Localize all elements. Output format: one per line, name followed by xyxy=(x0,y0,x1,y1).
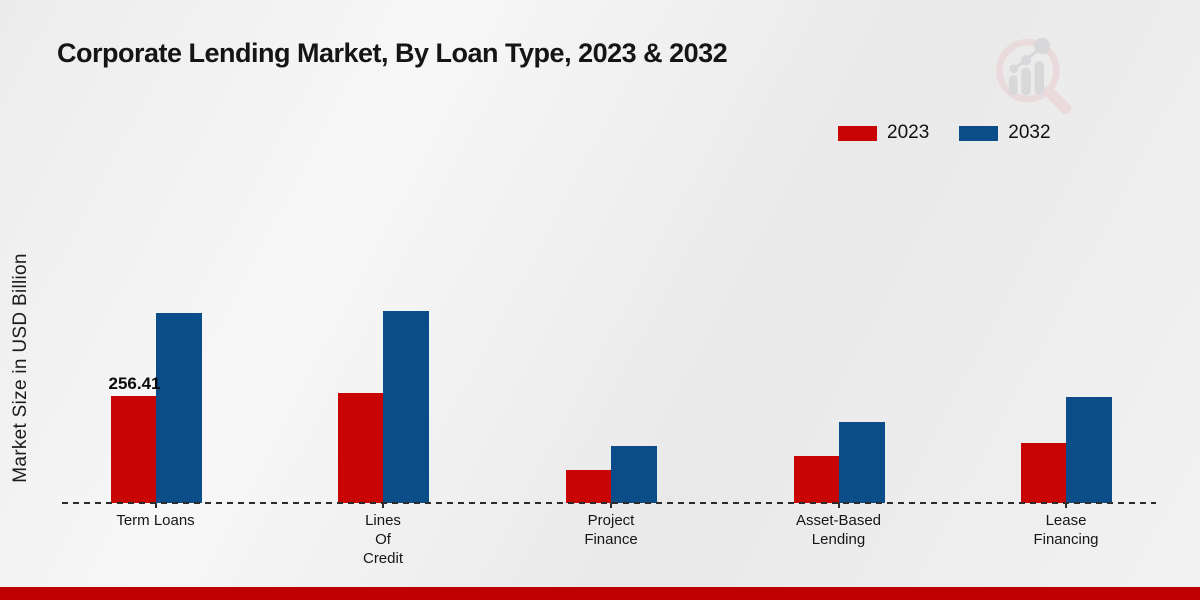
bar-value-label: 256.41 xyxy=(108,374,161,393)
legend-item-2023: 2023 xyxy=(838,122,929,144)
x-axis-tick xyxy=(154,503,157,508)
legend-item-2032: 2032 xyxy=(959,122,1051,144)
bar-2023-project-finance xyxy=(566,470,611,503)
legend-swatch-2023 xyxy=(838,125,877,141)
x-axis-category-label: Lease Financing xyxy=(1033,512,1099,548)
bar-2023-asset-based-lending xyxy=(793,456,839,503)
bar-2032-lease-financing xyxy=(1066,397,1112,503)
footer-bar xyxy=(0,587,1200,600)
bar-2023-term-loans xyxy=(110,396,156,503)
legend-label-2032: 2032 xyxy=(1008,122,1051,143)
x-axis-category-label: Project Finance xyxy=(584,512,638,548)
x-axis-tick xyxy=(382,503,384,508)
market-research-watermark-icon xyxy=(988,27,1083,117)
bar-2032-term-loans xyxy=(155,313,202,503)
legend-swatch-2032 xyxy=(959,125,999,141)
plot-area: 256.41 Term Loans Lines Of Credit Project Fina… xyxy=(62,0,1156,567)
y-axis-label: Market Size in USD Billion xyxy=(10,253,31,483)
bar-2023-lines-of-credit xyxy=(338,393,383,503)
bar-2032-project-finance xyxy=(611,446,657,503)
x-axis-tick xyxy=(610,503,612,508)
chart-title: Corporate Lending Market, By Loan Type, … xyxy=(57,38,728,68)
x-axis-category-label: Lines Of Credit xyxy=(362,512,403,567)
bar-2032-asset-based-lending xyxy=(838,422,885,503)
x-axis-category-label: Term Loans xyxy=(116,512,195,529)
legend: 2023 2032 xyxy=(838,122,1051,144)
x-axis-category-label: Asset-Based Lending xyxy=(795,512,882,548)
legend-label-2023: 2023 xyxy=(887,122,930,143)
bar-2032-lines-of-credit xyxy=(383,311,429,503)
x-axis-tick xyxy=(1065,503,1067,508)
bar-2023-lease-financing xyxy=(1021,443,1066,503)
x-axis-tick xyxy=(837,503,840,508)
